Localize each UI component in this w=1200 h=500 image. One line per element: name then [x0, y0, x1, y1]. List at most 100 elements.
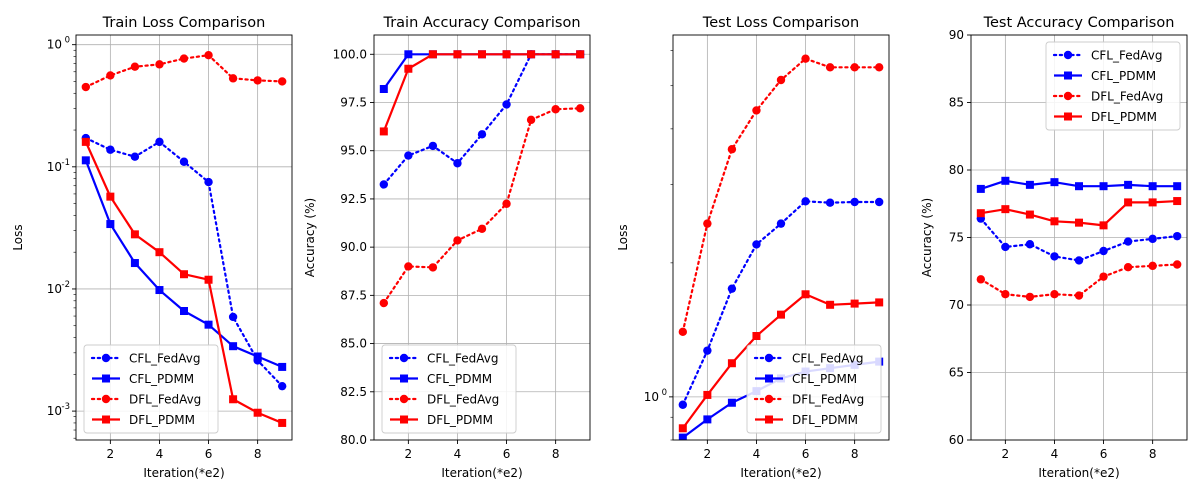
data-point-CFL_FedAvg-6: [502, 100, 511, 109]
data-point-CFL_FedAvg-7: [825, 198, 835, 207]
data-point-CFL_PDMM-4: [1050, 178, 1059, 187]
data-point-DFL_PDMM-2: [106, 192, 115, 201]
data-point-CFL_FedAvg-6: [1099, 246, 1108, 256]
y-tick-label: 90.0: [340, 240, 367, 254]
legend-label-CFL_FedAvg: CFL_FedAvg: [129, 352, 200, 366]
legend-marker-CFL_PDMM: [102, 374, 110, 383]
legend: CFL_FedAvg CFL_PDMM DFL_FedAvg DFL_PDMM: [381, 344, 517, 434]
data-point-DFL_FedAvg-7: [228, 74, 238, 83]
data-point-DFL_FedAvg-9: [575, 104, 585, 113]
legend-label-DFL_PDMM: DFL_PDMM: [1091, 110, 1157, 124]
data-point-CFL_FedAvg-2: [1001, 242, 1010, 252]
data-point-DFL_FedAvg-5: [776, 75, 786, 85]
series-CFL_PDMM: [81, 156, 287, 371]
data-point-DFL_FedAvg-4: [1050, 290, 1059, 299]
data-point-CFL_PDMM-1: [976, 184, 985, 193]
chart-panel-2: 2 4 6 8 80.0 82.5 85.0 87.5 90.0 92.5 95.0 97.5 100.…: [303, 15, 591, 480]
data-point-DFL_FedAvg-7: [1123, 263, 1133, 272]
data-point-DFL_PDMM-8: [551, 50, 560, 59]
data-point-CFL_FedAvg-3: [130, 152, 140, 161]
data-point-CFL_FedAvg-3: [428, 141, 438, 151]
legend-marker-DFL_FedAvg: [1063, 91, 1073, 101]
data-point-DFL_PDMM-7: [229, 395, 238, 404]
chart-panel-4: 2 4 6 8 60 65 70 75 80 85 90 Test Accuracy Comparis…: [920, 15, 1188, 480]
data-point-DFL_PDMM-7: [527, 50, 536, 59]
legend: CFL_FedAvg CFL_PDMM DFL_FedAvg DFL_PDMM: [83, 344, 219, 434]
data-point-CFL_PDMM-4: [155, 286, 164, 295]
legend-label-CFL_FedAvg: CFL_FedAvg: [1091, 49, 1162, 63]
y-tick-label: 75: [949, 231, 964, 245]
data-point-DFL_PDMM-2: [703, 390, 712, 399]
data-point-CFL_FedAvg-6: [204, 177, 213, 187]
x-tick-label: 8: [552, 447, 560, 461]
data-point-CFL_FedAvg-6: [801, 197, 810, 206]
data-point-DFL_PDMM-7: [1124, 198, 1133, 207]
data-point-DFL_PDMM-5: [1075, 218, 1083, 227]
data-point-DFL_FedAvg-1: [379, 298, 389, 308]
y-tick-label: 85: [949, 96, 964, 110]
legend-label-CFL_FedAvg: CFL_FedAvg: [792, 352, 863, 366]
legend-label-DFL_FedAvg: DFL_FedAvg: [129, 393, 201, 407]
data-point-CFL_FedAvg-7: [228, 312, 238, 322]
data-point-CFL_PDMM-3: [1025, 180, 1034, 189]
data-point-DFL_FedAvg-8: [551, 105, 560, 114]
data-point-DFL_FedAvg-1: [976, 275, 986, 284]
y-tick-label: 80.0: [340, 433, 367, 447]
series-line-CFL_FedAvg: [382, 53, 582, 186]
legend-label-CFL_FedAvg: CFL_FedAvg: [427, 352, 498, 366]
data-point-DFL_FedAvg-6: [801, 54, 810, 63]
legend-marker-DFL_PDMM: [1064, 112, 1072, 121]
data-point-DFL_FedAvg-2: [1001, 290, 1010, 299]
data-point-CFL_FedAvg-3: [727, 284, 737, 293]
data-point-CFL_FedAvg-9: [1172, 231, 1182, 241]
data-point-DFL_PDMM-9: [1173, 197, 1182, 206]
data-point-CFL_PDMM-3: [130, 259, 139, 268]
data-point-DFL_PDMM-6: [801, 290, 810, 299]
data-point-DFL_FedAvg-7: [825, 63, 835, 72]
x-tick-label: 6: [503, 447, 511, 461]
data-point-CFL_FedAvg-7: [1123, 237, 1133, 246]
series-line-DFL_FedAvg: [84, 54, 284, 89]
x-tick-label: 4: [753, 447, 761, 461]
x-tick-label: 2: [107, 447, 115, 461]
data-point-DFL_PDMM-9: [278, 418, 287, 427]
data-point-CFL_PDMM-5: [1075, 182, 1083, 191]
y-tick-exponent: -2: [62, 280, 70, 290]
data-point-DFL_PDMM-4: [155, 248, 164, 257]
chart-panel-3: 2 4 6 8 10 0 Test Loss Comparison Iteration(*e2…: [616, 15, 890, 480]
series-DFL_PDMM: [379, 50, 585, 136]
data-point-DFL_PDMM-3: [428, 50, 437, 59]
y-axis-label: Accuracy (%): [920, 198, 934, 277]
y-axis-label: Loss: [616, 224, 630, 250]
legend-label-DFL_FedAvg: DFL_FedAvg: [427, 393, 499, 407]
y-tick-label: 92.5: [340, 192, 367, 206]
legend-marker-CFL_PDMM: [400, 374, 408, 383]
data-point-DFL_PDMM-5: [180, 270, 188, 279]
series-DFL_PDMM: [81, 137, 287, 427]
series-DFL_FedAvg: [976, 260, 1182, 302]
x-tick-label: 6: [1100, 447, 1108, 461]
data-point-CFL_FedAvg-2: [106, 145, 115, 154]
series-DFL_FedAvg: [678, 54, 884, 337]
y-tick-label: 65: [949, 366, 964, 380]
data-point-CFL_PDMM-8: [1148, 182, 1157, 191]
data-point-DFL_PDMM-1: [678, 424, 687, 433]
data-point-CFL_PDMM-7: [1124, 180, 1133, 189]
data-point-DFL_PDMM-8: [850, 299, 859, 308]
legend-label-DFL_PDMM: DFL_PDMM: [792, 413, 858, 427]
legend-marker-DFL_PDMM: [102, 415, 110, 424]
data-point-DFL_FedAvg-5: [1074, 291, 1084, 300]
data-point-DFL_FedAvg-9: [277, 77, 287, 86]
legend-marker-CFL_FedAvg: [399, 353, 409, 363]
data-point-DFL_PDMM-6: [1099, 221, 1108, 230]
x-tick-label: 2: [405, 447, 413, 461]
data-point-DFL_PDMM-9: [875, 298, 884, 307]
y-tick-label: 95.0: [340, 144, 367, 158]
data-point-CFL_FedAvg-4: [752, 240, 761, 249]
legend-marker-DFL_FedAvg: [399, 394, 409, 404]
series-DFL_PDMM: [976, 197, 1182, 230]
series-line-DFL_FedAvg: [681, 57, 881, 333]
data-point-DFL_PDMM-9: [576, 50, 585, 59]
legend-marker-DFL_PDMM: [400, 415, 408, 424]
legend-label-DFL_PDMM: DFL_PDMM: [129, 413, 195, 427]
